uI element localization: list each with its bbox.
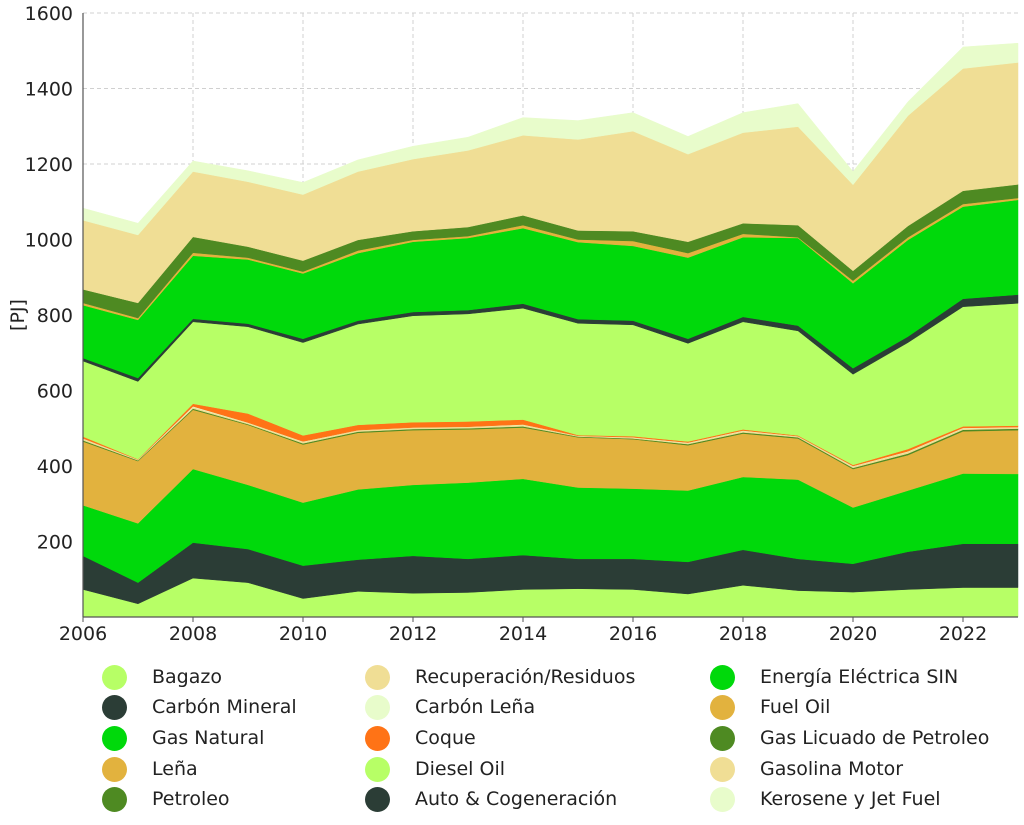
legend-item: Energía Eléctrica SIN [710, 662, 958, 692]
legend-swatch [365, 786, 390, 812]
legend-swatch [710, 694, 735, 720]
legend-label: Auto & Cogeneración [415, 788, 618, 810]
legend-swatch [710, 664, 735, 690]
legend-label: Bagazo [152, 666, 222, 688]
legend-swatch [102, 786, 127, 812]
legend: Bagazo Carbón Mineral Gas Natural Leña Petro… [0, 660, 1024, 820]
legend-item: Fuel Oil [710, 692, 830, 722]
legend-swatch [710, 756, 735, 782]
x-tick-label: 2020 [829, 623, 877, 645]
legend-item: Gasolina Motor [710, 754, 903, 784]
legend-label: Gas Natural [152, 727, 265, 749]
legend-swatch [365, 756, 390, 782]
area-kerosene-y-jet-fuel [82, 42, 1019, 236]
x-tick-label: 2010 [279, 623, 327, 645]
x-tick-label: 2008 [169, 623, 217, 645]
y-tick-label: 1000 [25, 230, 73, 252]
x-tick-label: 2018 [719, 623, 767, 645]
y-axis-label: [PJ] [7, 299, 29, 331]
legend-item: Coque [365, 723, 476, 753]
legend-swatch [102, 756, 127, 782]
legend-item: Petroleo [102, 784, 230, 814]
legend-label: Petroleo [152, 788, 230, 810]
legend-label: Leña [152, 758, 198, 780]
legend-item: Gas Natural [102, 723, 264, 753]
legend-swatch [102, 694, 127, 720]
legend-item: Auto & Cogeneración [365, 784, 617, 814]
legend-item: Recuperación/Residuos [365, 662, 635, 692]
legend-label: Carbón Mineral [152, 696, 297, 718]
stacked-area-chart: 200 400 600 800 1000 1200 1400 1600 2006 2008 2010… [7, 3, 1019, 645]
legend-item: Leña [102, 754, 198, 784]
legend-label: Energía Eléctrica SIN [760, 666, 959, 688]
x-tick-label: 2014 [499, 623, 547, 645]
legend-label: Gas Licuado de Petroleo [760, 727, 990, 749]
x-tick-label: 2016 [609, 623, 657, 645]
legend-label: Coque [415, 727, 476, 749]
y-tick-label: 400 [37, 456, 73, 478]
legend-swatch [365, 694, 390, 720]
legend-item: Carbón Leña [365, 692, 535, 722]
x-tick-label: 2006 [59, 623, 107, 645]
legend-swatch [710, 786, 735, 812]
legend-item: Gas Licuado de Petroleo [710, 723, 989, 753]
legend-swatch [102, 664, 127, 690]
y-tick-label: 1200 [25, 154, 73, 176]
x-tick-label: 2012 [389, 623, 437, 645]
legend-item: Carbón Mineral [102, 692, 297, 722]
legend-label: Fuel Oil [760, 696, 831, 718]
x-tick-label: 2022 [939, 623, 987, 645]
legend-label: Gasolina Motor [760, 758, 904, 780]
legend-swatch [365, 725, 390, 751]
legend-swatch [710, 725, 735, 751]
legend-label: Kerosene y Jet Fuel [760, 788, 941, 810]
legend-item: Kerosene y Jet Fuel [710, 784, 941, 814]
areas [82, 42, 1019, 618]
y-tick-label: 1400 [25, 79, 73, 101]
legend-label: Diesel Oil [415, 758, 506, 780]
legend-item: Diesel Oil [365, 754, 505, 784]
y-tick-label: 1600 [25, 3, 73, 25]
y-tick-label: 600 [37, 381, 73, 403]
axes: 200 400 600 800 1000 1200 1400 1600 2006 2008 2010… [25, 3, 1018, 645]
legend-swatch [102, 725, 127, 751]
legend-label: Carbón Leña [415, 696, 536, 718]
y-tick-label: 200 [37, 532, 73, 554]
legend-item: Bagazo [102, 662, 222, 692]
legend-label: Recuperación/Residuos [415, 666, 636, 688]
y-tick-label: 800 [37, 305, 73, 327]
legend-swatch [365, 664, 390, 690]
